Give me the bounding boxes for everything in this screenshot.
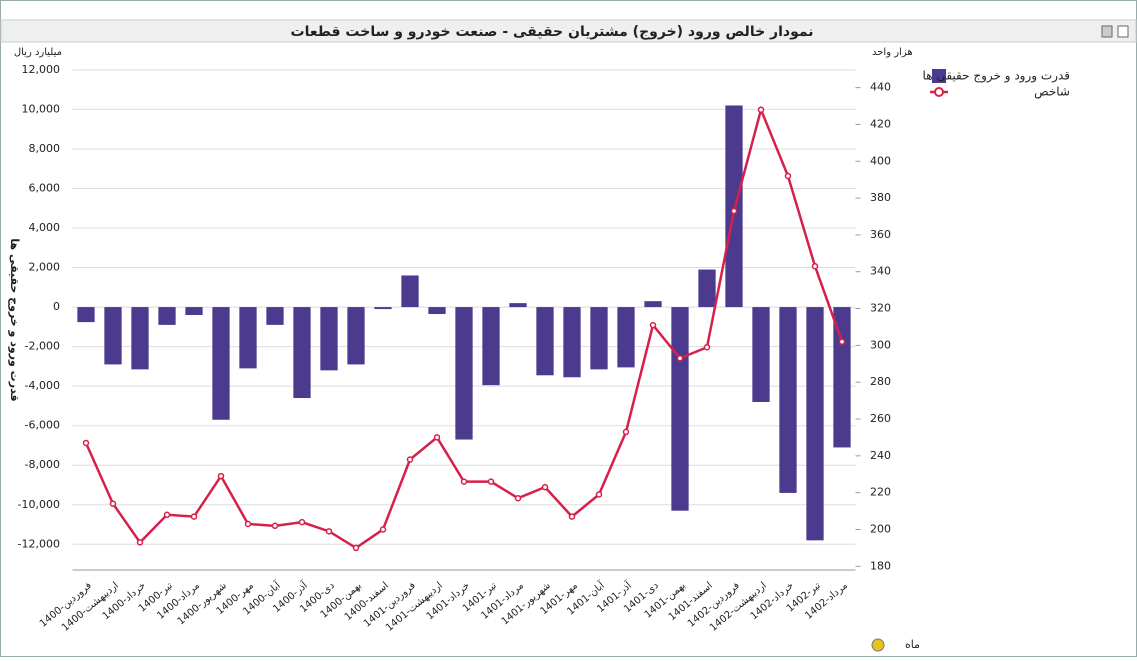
title-bar bbox=[0, 19, 1137, 43]
y2-tick-label: 400 bbox=[870, 154, 891, 167]
line-point bbox=[784, 172, 792, 180]
line-point bbox=[433, 434, 441, 441]
line-point bbox=[649, 321, 657, 329]
line-point bbox=[379, 526, 387, 533]
line-point bbox=[811, 262, 819, 270]
bar bbox=[590, 307, 608, 370]
bar bbox=[158, 307, 176, 325]
legend-label: شاخص bbox=[1034, 85, 1070, 100]
line-point bbox=[271, 522, 279, 530]
line-point bbox=[244, 520, 252, 528]
bar bbox=[617, 307, 635, 368]
y-tick-label: 12,000 bbox=[22, 63, 61, 76]
line-point bbox=[622, 428, 630, 436]
bar bbox=[320, 307, 338, 371]
bar bbox=[563, 307, 581, 378]
y-tick-label: 0 bbox=[53, 300, 60, 313]
refresh-icon[interactable] bbox=[871, 638, 885, 652]
line-point bbox=[352, 544, 360, 552]
line-point bbox=[676, 355, 684, 362]
line-point bbox=[541, 483, 549, 491]
bar bbox=[374, 307, 392, 310]
y-tick-label: 6,000 bbox=[29, 181, 61, 194]
line-point bbox=[595, 491, 603, 498]
line-point bbox=[757, 106, 765, 113]
y-tick-label: -4,000 bbox=[25, 379, 60, 392]
legend-swatch bbox=[932, 69, 946, 83]
y2-tick-label: 240 bbox=[870, 449, 891, 462]
y-unit: میلیارد ریال bbox=[14, 47, 62, 58]
y-tick-label: 4,000 bbox=[29, 221, 61, 234]
bar bbox=[401, 275, 419, 308]
line-point bbox=[568, 513, 576, 520]
bar bbox=[644, 301, 662, 308]
y2-tick-label: 320 bbox=[870, 302, 891, 315]
y2-tick-label: 440 bbox=[870, 81, 891, 94]
line-point bbox=[190, 513, 198, 520]
bar bbox=[293, 307, 311, 399]
line-point bbox=[298, 518, 306, 526]
line-point bbox=[82, 439, 90, 447]
y-tick-label: -10,000 bbox=[18, 498, 60, 511]
legend-swatch bbox=[934, 87, 944, 97]
bar bbox=[671, 307, 689, 511]
line-point bbox=[730, 207, 738, 215]
y2-tick-label: 360 bbox=[870, 228, 891, 241]
bar bbox=[833, 307, 851, 448]
bar bbox=[347, 307, 365, 365]
bar bbox=[104, 307, 122, 365]
line-point bbox=[514, 494, 522, 502]
y-tick-label: -6,000 bbox=[25, 419, 60, 432]
bar bbox=[185, 307, 203, 315]
y-tick-label: -2,000 bbox=[25, 340, 60, 353]
bar bbox=[212, 307, 230, 420]
line-point bbox=[487, 478, 495, 485]
bar bbox=[455, 307, 473, 440]
line-point bbox=[136, 539, 144, 546]
bar bbox=[482, 307, 500, 386]
line-point bbox=[163, 511, 171, 519]
y-tick-label: 10,000 bbox=[22, 102, 61, 115]
bar bbox=[806, 307, 824, 541]
bar bbox=[779, 307, 797, 493]
bar bbox=[77, 307, 95, 323]
line-point bbox=[406, 456, 414, 463]
y-tick-label: -12,000 bbox=[18, 537, 60, 550]
y-tick-label: 2,000 bbox=[29, 261, 61, 274]
bar bbox=[131, 307, 149, 370]
bar bbox=[428, 307, 446, 315]
bar bbox=[266, 307, 284, 325]
line-point bbox=[109, 500, 117, 507]
x-axis-title: ماه bbox=[905, 638, 920, 651]
print-icon[interactable] bbox=[1117, 25, 1129, 38]
bar bbox=[752, 307, 770, 402]
y2-tick-label: 300 bbox=[870, 338, 891, 351]
y2-tick-label: 280 bbox=[870, 375, 891, 388]
line-point bbox=[217, 472, 225, 480]
line-point bbox=[325, 528, 333, 535]
y2-tick-label: 380 bbox=[870, 191, 891, 204]
y-axis-title: قدرت ورود و خروج حقیقی ها bbox=[7, 238, 21, 401]
line-point bbox=[838, 338, 846, 345]
y2-tick-label: 200 bbox=[870, 522, 891, 535]
line-point bbox=[460, 478, 468, 485]
bar bbox=[509, 303, 527, 308]
y2-tick-label: 420 bbox=[870, 117, 891, 130]
y2-tick-label: 220 bbox=[870, 486, 891, 499]
y2-tick-label: 260 bbox=[870, 412, 891, 425]
line-point bbox=[703, 343, 711, 351]
bar bbox=[536, 307, 554, 376]
chart-title: نمودار خالص ورود (خروج) مشتریان حقیقی - … bbox=[291, 24, 814, 40]
y2-tick-label: 180 bbox=[870, 559, 891, 572]
bar bbox=[698, 269, 716, 308]
export-icon[interactable] bbox=[1101, 25, 1113, 38]
y2-tick-label: 340 bbox=[870, 265, 891, 278]
bar bbox=[239, 307, 257, 369]
legend-label: قدرت ورود و خروج حقیقی ها bbox=[923, 69, 1070, 84]
y2-unit: هزار واحد bbox=[872, 47, 913, 58]
y-tick-label: -8,000 bbox=[25, 458, 60, 471]
y-tick-label: 8,000 bbox=[29, 142, 61, 155]
